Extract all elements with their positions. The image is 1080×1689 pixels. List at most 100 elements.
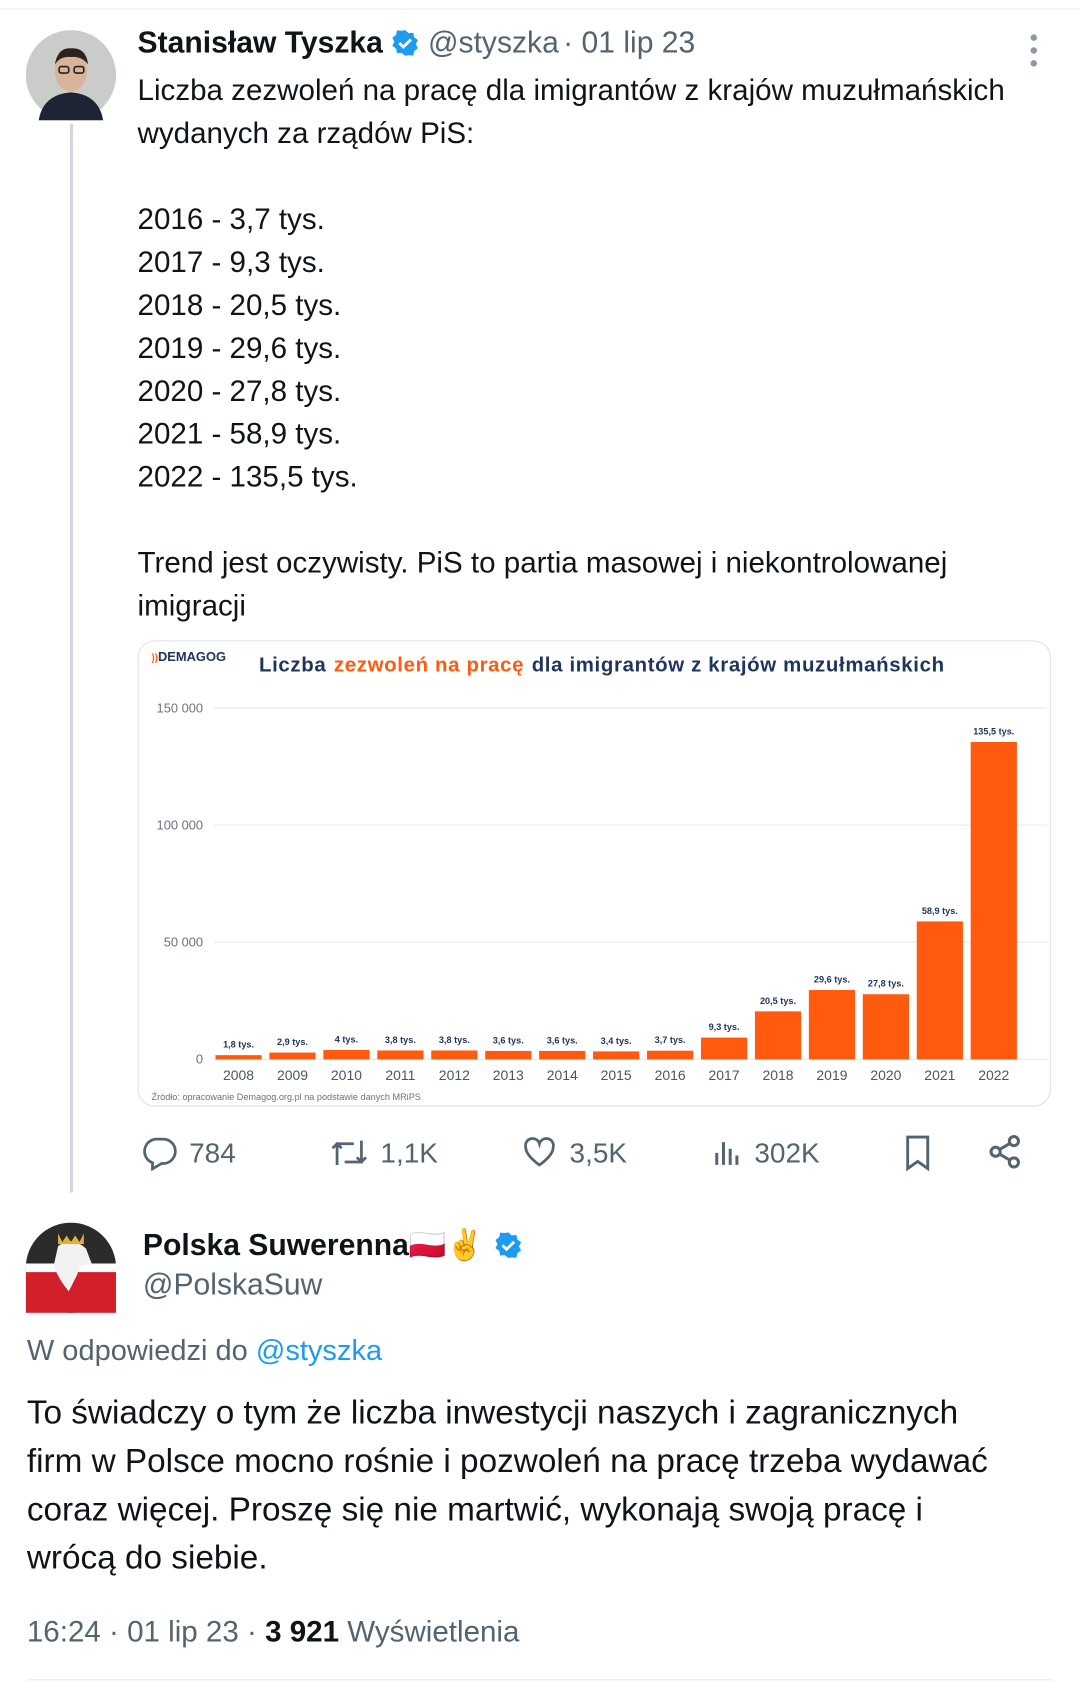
brand-icon: )) [151,652,158,663]
bar [485,1050,532,1060]
tweet-header: Stanisław Tyszka @styszka · 01 lip 23 [138,26,696,60]
verified-badge [392,30,419,56]
x-tick-label: 2010 [331,1067,362,1083]
x-tick-label: 2022 [978,1067,1009,1083]
value-label: 3,7 tys. [655,1035,686,1045]
bar [916,921,963,1060]
reply-avatar[interactable] [25,1222,117,1313]
tweet-list-item: 2021 - 58,9 tys. [137,416,342,451]
retweet-icon [331,1140,367,1166]
bar [323,1049,370,1060]
like-stat[interactable]: 3,5K [520,1135,627,1172]
x-tick-label: 2017 [709,1067,740,1083]
bar [700,1037,748,1060]
value-label: 29,6 tys. [814,975,850,985]
tweet-list-item: 2019 - 29,6 tys. [137,330,342,365]
tweet-intro: Liczba zezwoleń na pracę dla imigrantów … [137,73,1005,150]
value-label: 3,4 tys. [601,1036,632,1046]
in-reply-handle[interactable]: @styszka [255,1334,383,1367]
title-part: dla imigrantów z krajów muzułmańskich [531,654,945,677]
value-label: 20,5 tys. [760,996,796,1006]
bar [377,1050,424,1060]
tweet-text: Liczba zezwoleń na pracę dla imigrantów … [138,69,1062,671]
value-label: 2,9 tys. [277,1037,308,1047]
retweet-count: 1,1K [380,1136,438,1169]
reply-count: 784 [189,1136,236,1169]
reply-footer: 16:24 · 01 lip 23 · 3 921 Wyświetlenia [27,1615,520,1649]
reply-text: To świadczy o tym że liczba inwestycji n… [26,1393,988,1577]
tweet-list-item: 2017 - 9,3 tys. [137,244,325,279]
bar [754,1011,802,1060]
title-part: Liczba [258,654,327,677]
title-highlight: zezwoleń na pracę [333,654,525,677]
tweet-list-item: 2016 - 3,7 tys. [137,201,325,236]
chart-card[interactable]: ))DEMAGOG Liczba zezwoleń na pracę dla imi… [137,640,1051,1107]
reply-header: Polska Suwerenna🇵🇱✌️ [143,1227,523,1262]
value-label: 3,6 tys. [547,1035,578,1045]
bookmark-button[interactable] [901,1133,935,1172]
retweet-stat[interactable]: 1,1K [329,1135,438,1172]
in-reply-to: W odpowiedzi do @styszka [27,1334,382,1367]
chart-source: Źródło: opracowanie Demagog.org.pl na po… [152,1092,421,1102]
tweet-list-item: 2020 - 27,8 tys. [137,373,342,408]
avatar[interactable] [25,30,117,121]
like-icon [524,1137,555,1167]
author-handle[interactable]: @styszka [427,25,559,60]
value-label: 4 tys. [335,1034,358,1044]
x-tick-label: 2014 [547,1067,578,1083]
share-button[interactable] [986,1133,1023,1170]
reply-views: 3 921 [265,1614,340,1649]
reply-handle[interactable]: @PolskaSuw [142,1267,323,1302]
tweet-list-item: 2018 - 20,5 tys. [137,287,342,322]
x-tick-label: 2011 [385,1067,415,1083]
chart-brand: ))DEMAGOG [152,649,227,664]
footer-sep: · [247,1614,257,1649]
author-name[interactable]: Stanisław Tyszka [137,25,383,60]
reply-icon [143,1137,177,1172]
in-reply-label: W odpowiedzi do [26,1334,248,1367]
reply-time: 16:24 · 01 lip 23 [26,1614,239,1649]
views-icon [715,1142,739,1165]
x-tick-label: 2016 [655,1067,686,1083]
y-tick-label: 150 000 [157,700,204,715]
value-label: 3,8 tys. [385,1035,416,1045]
thread-line [69,123,74,1193]
tweet-date: · 01 lip 23 [563,25,696,60]
views-stat[interactable]: 302K [711,1135,820,1172]
verified-badge [495,1231,522,1258]
y-tick-label: 0 [196,1052,203,1067]
chart: 0 50 000 100 000 150 000 1,8 tys. 2008 2,9 tys… [152,700,1047,1102]
x-tick-label: 2008 [223,1067,254,1083]
divider [0,8,1080,10]
y-tick-label: 100 000 [157,817,204,832]
x-tick-label: 2020 [870,1067,901,1083]
views-count: 302K [754,1136,820,1169]
y-tick-label: 50 000 [164,935,203,950]
x-tick-label: 2015 [601,1067,632,1083]
reply-views-label: Wyświetlenia [347,1614,520,1649]
value-label: 9,3 tys. [709,1022,740,1032]
bar [215,1055,262,1060]
value-label: 1,8 tys. [223,1040,254,1050]
x-tick-label: 2021 [924,1067,955,1083]
tweet-list-item: 2022 - 135,5 tys. [137,459,358,494]
bar [808,990,856,1060]
reply-stat[interactable]: 784 [142,1135,236,1172]
brand-name: DEMAGOG [157,648,227,664]
tweet-list: 2016 - 3,7 tys. 2017 - 9,3 tys. 2018 - 20,… [138,198,1062,499]
x-tick-label: 2019 [816,1067,847,1083]
x-tick-label: 2018 [762,1067,793,1083]
chart-title: Liczba zezwoleń na pracę dla imigrantów z … [259,654,952,678]
tweet-conclusion: Trend jest oczywisty. PiS to partia maso… [137,545,948,623]
value-label: 27,8 tys. [868,979,904,989]
bar [269,1052,316,1060]
bar [862,994,910,1060]
value-label: 3,8 tys. [439,1035,470,1045]
more-button[interactable] [1023,32,1044,69]
divider [26,1679,1054,1681]
reply-author[interactable]: Polska Suwerenna🇵🇱✌️ [142,1228,484,1262]
x-tick-label: 2013 [493,1067,524,1083]
